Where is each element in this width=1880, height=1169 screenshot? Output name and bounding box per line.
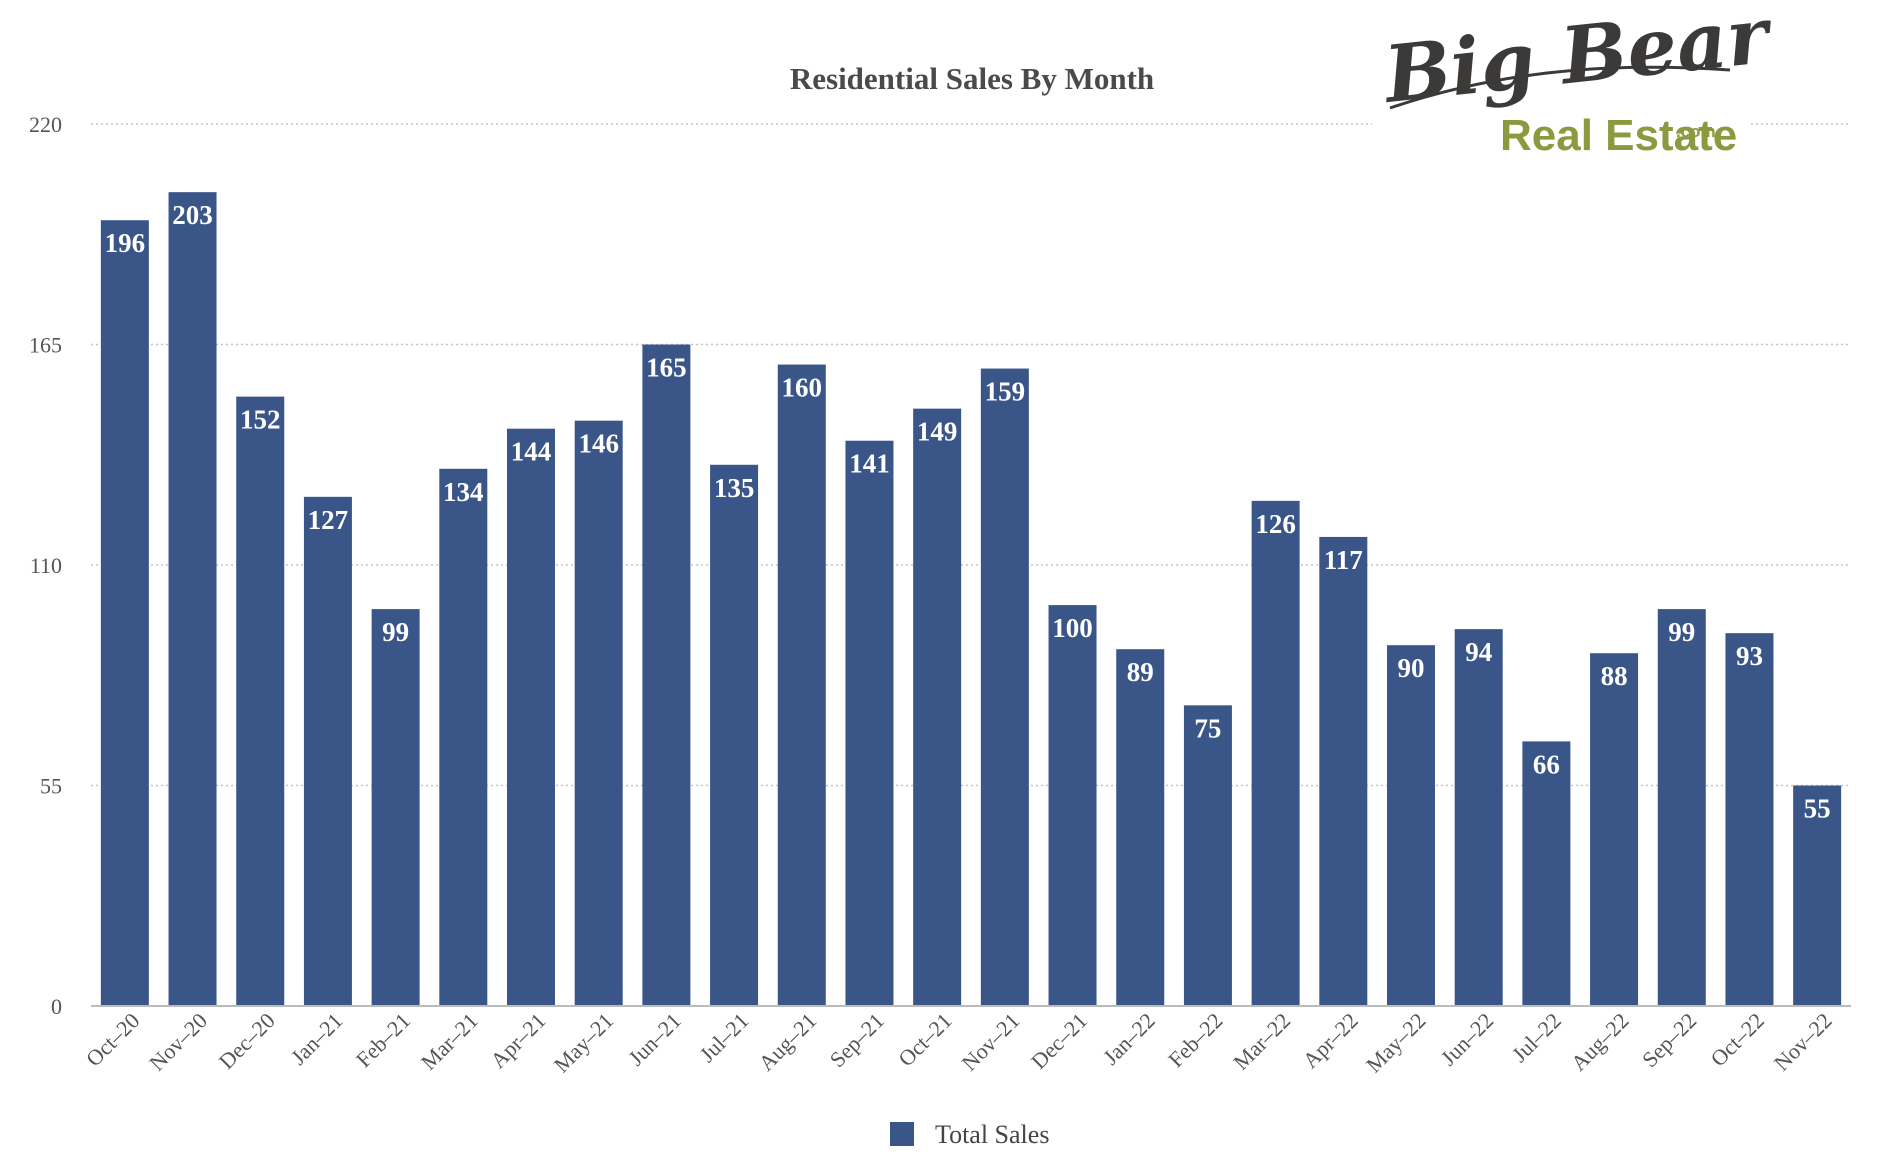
x-tick-label: Sep–22 (1637, 1008, 1701, 1072)
x-tick-label: Jan–21 (286, 1008, 348, 1070)
bar (1183, 705, 1232, 1006)
bar-value-label: 93 (1736, 641, 1763, 671)
bar-value-label: 90 (1398, 653, 1425, 683)
bar-value-label: 135 (714, 473, 755, 503)
x-tick-label: Nov–21 (957, 1008, 1025, 1076)
bar-value-label: 160 (782, 373, 823, 403)
x-tick-label: Feb–21 (351, 1008, 415, 1072)
bar (1387, 645, 1435, 1006)
y-tick-label: 110 (30, 553, 62, 578)
x-tick-label: Oct–20 (81, 1008, 144, 1071)
bar (507, 428, 555, 1006)
x-tick-label: Aug–22 (1566, 1008, 1634, 1076)
bar (980, 368, 1029, 1006)
bar-value-label: 165 (646, 353, 687, 383)
y-tick-label: 220 (29, 112, 62, 137)
bar (1319, 536, 1368, 1006)
bar (574, 420, 623, 1006)
data-labels: 196 203 152 127 99 134 144 146 165 135 160 141 149 15… (105, 200, 1831, 823)
bar (710, 464, 759, 1007)
logo-swoosh (1389, 65, 1731, 110)
x-axis-ticks: Oct–20 Nov–20 Dec–20 Jan–21 Feb–21 Mar–21 Apr–… (81, 1008, 1837, 1078)
bar (1522, 741, 1571, 1006)
x-tick-label: Apr–21 (485, 1008, 550, 1073)
x-tick-label: Nov–20 (144, 1008, 212, 1076)
x-tick-label: Mar–22 (1228, 1008, 1295, 1075)
bar (642, 344, 691, 1006)
x-tick-label: Aug–21 (753, 1008, 821, 1076)
bar-value-label: 126 (1255, 509, 1296, 539)
bar-value-label: 88 (1601, 661, 1628, 691)
x-tick-label: Jul–22 (1507, 1008, 1566, 1067)
bar (168, 192, 217, 1006)
bars (100, 192, 1842, 1007)
y-tick-label: 55 (40, 774, 62, 799)
bar-value-label: 127 (308, 505, 349, 535)
bar (439, 468, 488, 1006)
bar-value-label: 146 (578, 429, 619, 459)
y-axis-ticks: 0 55 110 165 220 (29, 112, 62, 1019)
bar-value-label: 144 (511, 437, 552, 467)
x-tick-label: Oct–22 (1706, 1008, 1769, 1071)
bar (913, 408, 962, 1006)
x-tick-label: Oct–21 (893, 1008, 956, 1071)
x-tick-label: Jun–22 (1436, 1008, 1499, 1071)
bar (1590, 653, 1639, 1006)
bar-value-label: 159 (985, 377, 1026, 407)
x-tick-label: Feb–22 (1163, 1008, 1227, 1072)
bar (1725, 633, 1774, 1006)
bar (1251, 500, 1300, 1006)
bar-value-label: 196 (105, 228, 146, 258)
x-tick-label: Nov–22 (1769, 1008, 1837, 1076)
bar-value-label: 149 (917, 417, 958, 447)
x-tick-label: Jan–22 (1098, 1008, 1160, 1070)
bar (1116, 649, 1165, 1006)
bar (100, 220, 149, 1006)
bar (236, 396, 285, 1007)
x-tick-label: Dec–20 (214, 1008, 280, 1074)
bar (777, 364, 826, 1007)
bar-value-label: 94 (1465, 637, 1492, 667)
bar (303, 496, 352, 1006)
bar-value-label: 141 (849, 449, 890, 479)
bar-value-label: 100 (1052, 613, 1093, 643)
bar-value-label: 55 (1804, 794, 1831, 824)
bar-value-label: 75 (1194, 713, 1221, 743)
brand-logo: Big Bear Real Estate .com (1372, 0, 1777, 160)
bar-value-label: 89 (1127, 657, 1154, 687)
logo-com: .com (1676, 122, 1716, 141)
logo-line2: Real Estate (1500, 111, 1737, 160)
gridlines (91, 123, 1851, 787)
legend: Total Sales (890, 1120, 1049, 1149)
x-tick-label: May–22 (1361, 1008, 1431, 1078)
legend-label: Total Sales (935, 1120, 1049, 1149)
legend-swatch (890, 1122, 914, 1146)
bar-value-label: 99 (382, 617, 409, 647)
bar (845, 440, 894, 1007)
x-tick-label: May–21 (549, 1008, 619, 1078)
y-tick-label: 165 (29, 333, 62, 358)
x-tick-label: Mar–21 (416, 1008, 483, 1075)
chart-title: Residential Sales By Month (790, 61, 1154, 96)
bar (1793, 785, 1842, 1006)
x-tick-label: Apr–22 (1298, 1008, 1363, 1073)
bar-value-label: 134 (443, 477, 484, 507)
bar (1657, 609, 1706, 1006)
bar (371, 609, 420, 1006)
bar (1454, 629, 1503, 1006)
bar-value-label: 99 (1668, 617, 1695, 647)
x-tick-label: Jun–21 (623, 1008, 686, 1071)
bar-value-label: 117 (1324, 545, 1363, 575)
bar (1048, 605, 1097, 1006)
bar-value-label: 66 (1533, 749, 1560, 779)
x-tick-label: Dec–21 (1026, 1008, 1092, 1074)
x-tick-label: Jul–21 (694, 1008, 753, 1067)
bar-value-label: 203 (172, 200, 213, 230)
bar-value-label: 152 (240, 405, 281, 435)
x-tick-label: Sep–21 (825, 1008, 889, 1072)
y-tick-label: 0 (51, 994, 62, 1019)
